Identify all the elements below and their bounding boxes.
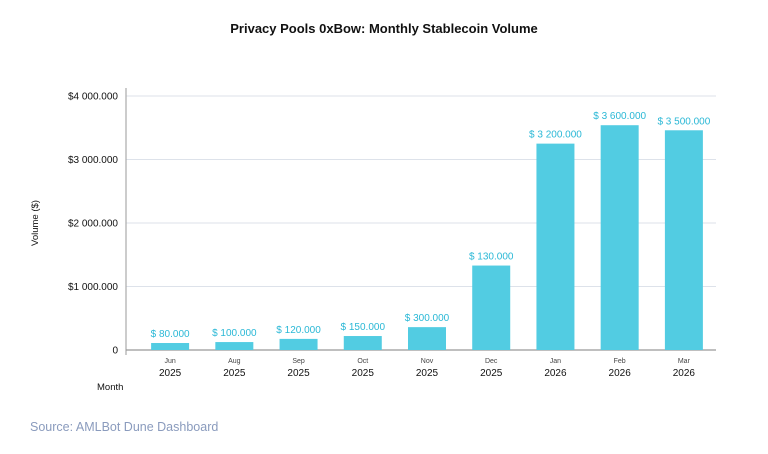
bar — [343, 336, 382, 350]
x-tick-year: 2026 — [673, 368, 696, 379]
bar — [279, 338, 318, 350]
data-label: $ 3 600.000 — [593, 111, 646, 122]
x-tick-month: Dec — [485, 358, 498, 365]
x-tick-year: 2026 — [544, 368, 567, 379]
x-tick-month: Aug — [228, 358, 241, 365]
y-tick-label: $4 000.000 — [68, 92, 118, 103]
y-tick-label: 0 — [112, 346, 118, 357]
x-axis-label: Month — [97, 382, 123, 393]
x-tick-year: 2025 — [287, 368, 310, 379]
data-label: $ 3 500.000 — [657, 116, 710, 127]
bar — [151, 343, 190, 350]
data-label: $ 3 200.000 — [529, 130, 582, 141]
x-tick-year: 2025 — [352, 368, 375, 379]
x-tick-month: Feb — [614, 358, 626, 365]
x-tick-year: 2026 — [609, 368, 632, 379]
x-tick-year: 2025 — [223, 368, 246, 379]
x-tick-month: Mar — [678, 358, 691, 365]
data-label: $ 120.000 — [276, 325, 321, 336]
bar — [472, 265, 511, 350]
y-tick-label: $1 000.000 — [68, 282, 118, 293]
x-tick-month: Sep — [292, 358, 305, 365]
x-tick-month: Nov — [421, 358, 434, 365]
data-label: $ 130.000 — [469, 252, 514, 263]
x-tick-year: 2025 — [159, 368, 182, 379]
bar — [664, 130, 703, 350]
x-tick-month: Jun — [164, 358, 175, 365]
x-tick-month: Oct — [357, 358, 368, 365]
bar — [408, 327, 446, 350]
bar — [215, 342, 254, 350]
x-tick-year: 2025 — [416, 368, 439, 379]
bar — [600, 125, 639, 351]
chart-title: Privacy Pools 0xBow: Monthly Stablecoin … — [230, 21, 538, 36]
x-tick-year: 2025 — [480, 368, 503, 379]
x-tick-month: Jan — [550, 358, 561, 365]
y-axis-label: Volume ($) — [30, 200, 41, 246]
bar — [536, 143, 575, 350]
data-label: $ 150.000 — [341, 322, 386, 333]
source-note: Source: AMLBot Dune Dashboard — [30, 420, 219, 434]
y-tick-label: $2 000.000 — [68, 219, 118, 230]
y-tick-label: $3 000.000 — [68, 155, 118, 166]
data-label: $ 80.000 — [151, 329, 190, 340]
data-label: $ 100.000 — [212, 328, 257, 339]
data-label: $ 300.000 — [405, 313, 450, 324]
